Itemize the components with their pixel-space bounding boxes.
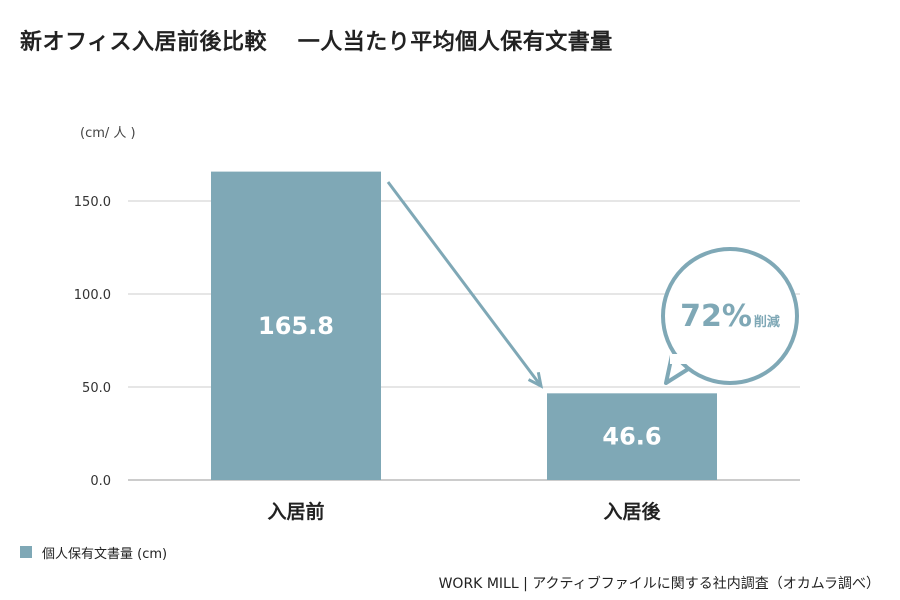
data-label: 46.6 <box>602 423 661 451</box>
reduction-annotation: 72% 削減 <box>680 299 780 334</box>
y-unit-label: (cm/ 人 ) <box>80 126 136 141</box>
reduction-percent: 72% <box>680 299 752 334</box>
reduction-arrow-head <box>527 371 544 389</box>
chart-title: 新オフィス入居前後比較 一人当たり平均個人保有文書量 <box>20 30 613 55</box>
source-note: WORK MILL | アクティブファイルに関する社内調査（オカムラ調べ） <box>438 576 880 592</box>
speech-bubble <box>661 247 799 385</box>
legend-swatch <box>20 546 32 558</box>
speech-bubble-gap <box>670 354 694 364</box>
bar <box>547 393 717 480</box>
y-tick-label: 150.0 <box>74 195 111 210</box>
bar <box>211 171 381 480</box>
y-tick-label: 50.0 <box>82 381 111 396</box>
reduction-text: 削減 <box>754 314 780 330</box>
x-tick-label: 入居前 <box>267 500 324 523</box>
legend-label: 個人保有文書量 (cm) <box>42 546 168 562</box>
data-label: 165.8 <box>258 312 334 340</box>
y-tick-label: 0.0 <box>90 474 111 489</box>
y-tick-label: 100.0 <box>74 288 111 303</box>
x-tick-label: 入居後 <box>603 500 661 523</box>
legend: 個人保有文書量 (cm) <box>20 542 167 562</box>
reduction-arrow <box>386 181 543 387</box>
